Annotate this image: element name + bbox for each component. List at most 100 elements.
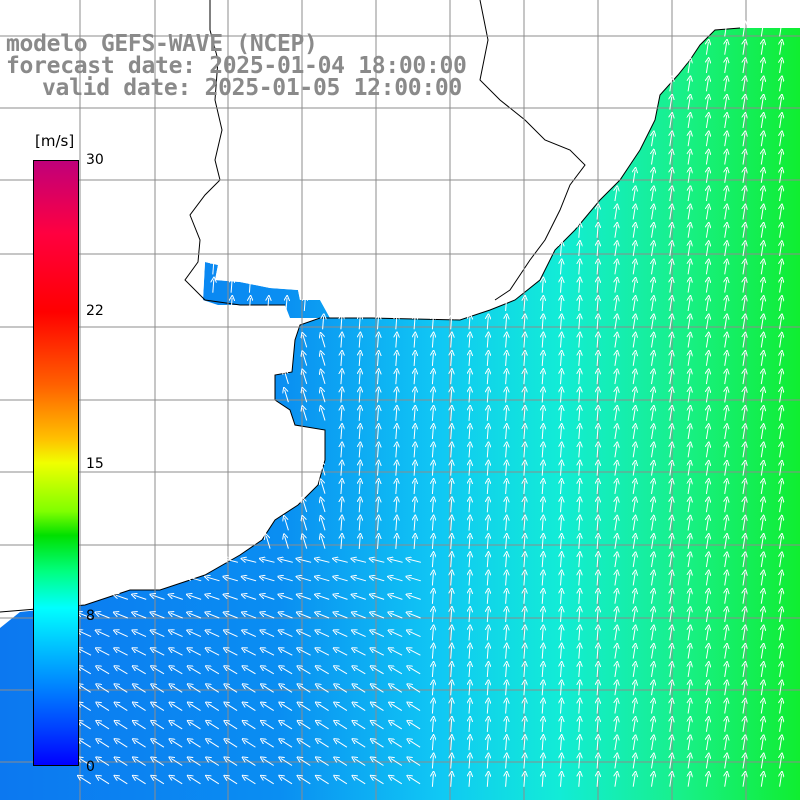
wind-arrow (615, 646, 617, 659)
wind-arrow (706, 609, 708, 623)
wind-arrow (688, 390, 690, 403)
wind-arrow (190, 704, 201, 712)
wind-arrow (579, 481, 580, 495)
wind-arrow (414, 316, 415, 330)
wind-arrow (190, 685, 201, 693)
wind-arrow (524, 573, 525, 586)
wind-arrow (579, 554, 580, 568)
wind-arrow (706, 79, 708, 92)
wind-arrow (706, 243, 708, 257)
wind-arrow (409, 649, 421, 656)
wind-arrow (561, 591, 562, 604)
wind-arrow (506, 719, 507, 732)
wind-arrow (743, 42, 745, 55)
wind-arrow (414, 499, 415, 513)
wind-arrow (262, 577, 275, 582)
wind-arrow (98, 631, 110, 638)
wind-arrow (725, 719, 727, 732)
wind-arrow (597, 371, 598, 385)
wind-arrow (688, 353, 690, 366)
wind-arrow (633, 243, 635, 257)
wind-arrow (652, 207, 654, 220)
wind-arrow (317, 649, 330, 656)
wind-arrow (469, 664, 470, 678)
wind-arrow (761, 445, 763, 458)
wind-arrow (579, 390, 580, 403)
wind-arrow (561, 609, 562, 623)
wind-arrow (116, 704, 128, 712)
wind-arrow (396, 390, 397, 403)
wind-arrow (615, 536, 617, 549)
wind-arrow (542, 481, 543, 495)
wind-arrow (706, 756, 708, 769)
wind-arrow (725, 499, 727, 513)
wind-arrow (579, 591, 580, 604)
wind-arrow (323, 316, 324, 330)
wind-arrow (391, 722, 403, 730)
wind-arrow (597, 207, 598, 220)
wind-arrow (761, 499, 763, 513)
wind-arrow (670, 554, 672, 568)
wind-arrow (469, 481, 470, 495)
wind-arrow (285, 372, 289, 385)
wind-arrow (359, 444, 360, 458)
wind-arrow (780, 737, 782, 751)
wind-arrow (469, 499, 470, 513)
wind-arrow (652, 390, 654, 403)
wind-arrow (390, 631, 403, 638)
wind-arrow (688, 207, 690, 220)
wind-arrow (396, 481, 397, 495)
wind-arrow (487, 353, 488, 366)
wind-arrow (725, 207, 727, 220)
wind-arrow (597, 737, 598, 751)
wind-arrow (506, 481, 507, 495)
wind-arrow (725, 481, 727, 494)
wind-arrow (391, 740, 403, 748)
wind-arrow (524, 481, 525, 495)
wind-arrow (98, 649, 110, 656)
wind-arrow (451, 646, 452, 659)
wind-arrow (451, 444, 452, 458)
wind-arrow (542, 518, 543, 531)
wind-arrow (652, 481, 654, 494)
wind-arrow (670, 573, 672, 586)
wind-arrow (153, 667, 165, 675)
wind-arrow (597, 682, 598, 696)
wind-arrow (116, 722, 128, 730)
wind-arrow (451, 335, 452, 348)
wind-arrow (98, 740, 110, 748)
wind-arrow (409, 740, 421, 748)
wind-arrow (451, 426, 452, 440)
wind-arrow (359, 463, 360, 476)
wind-arrow (688, 737, 690, 751)
wind-arrow (299, 722, 311, 730)
wind-arrow (414, 390, 415, 403)
wind-arrow (780, 188, 782, 202)
wind-arrow (725, 408, 727, 421)
wind-arrow (487, 481, 488, 495)
wind-arrow (116, 667, 128, 675)
wind-arrow (761, 390, 763, 403)
wind-arrow (153, 740, 165, 748)
wind-arrow (633, 390, 635, 403)
wind-arrow (341, 316, 342, 330)
wind-arrow (725, 115, 727, 128)
wind-arrow (359, 353, 360, 366)
wind-arrow (652, 133, 654, 147)
wind-arrow (432, 316, 433, 330)
wind-arrow (706, 536, 708, 549)
wind-arrow (670, 628, 672, 641)
wind-arrow (579, 536, 580, 549)
wind-arrow (487, 463, 488, 476)
wind-arrow (780, 463, 782, 476)
wind-arrow (432, 701, 433, 714)
wind-arrow (706, 408, 708, 421)
wind-arrow (670, 756, 672, 769)
wind-arrow (231, 280, 232, 293)
wind-arrow (561, 664, 562, 678)
wind-arrow (597, 627, 598, 641)
wind-arrow (615, 499, 617, 513)
wind-arrow (670, 499, 672, 513)
wind-arrow (469, 316, 470, 330)
wind-arrow (378, 536, 379, 549)
